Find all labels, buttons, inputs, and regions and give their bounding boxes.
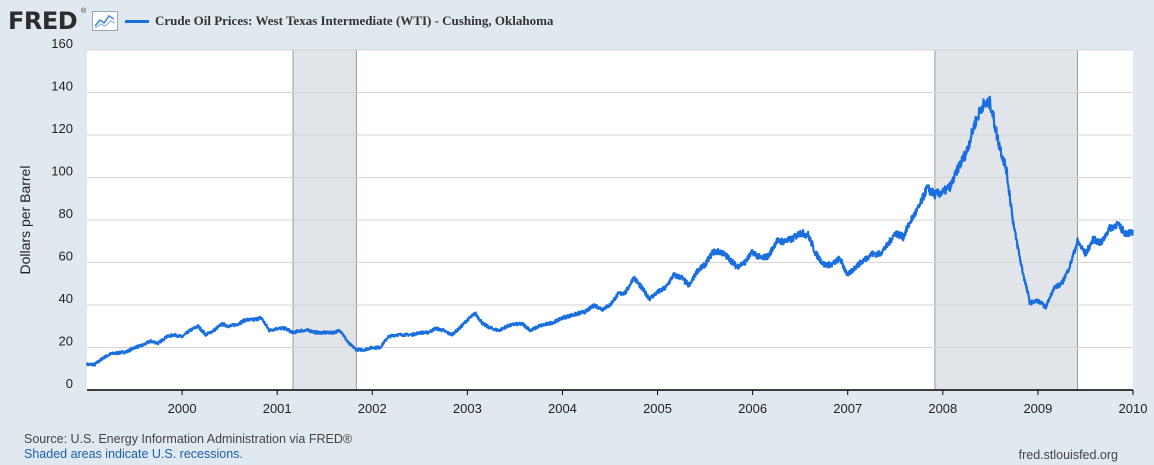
x-tick-label-2008: 2008 xyxy=(928,401,957,416)
series-line-1 xyxy=(85,95,1134,367)
graph-icon xyxy=(92,11,118,31)
axes: 0 20 40 60 80 100 120 140 160 2000 2001 2002 2003 200… xyxy=(51,36,1147,416)
series-layer xyxy=(85,95,1134,367)
y-tick-label-160: 160 xyxy=(51,36,73,51)
legend-swatch xyxy=(125,20,149,23)
fred-logo[interactable]: FRED xyxy=(8,7,78,35)
y-tick-label-0: 0 xyxy=(66,376,73,391)
y-tick-label-120: 120 xyxy=(51,121,73,136)
x-tick-label-2007: 2007 xyxy=(833,401,862,416)
y-tick-label-100: 100 xyxy=(51,164,73,179)
y-axis-label: Dollars per Barrel xyxy=(17,166,33,275)
y-tick-label-40: 40 xyxy=(59,291,73,306)
y-tick-label-60: 60 xyxy=(59,249,73,264)
x-tick-label-2009: 2009 xyxy=(1023,401,1052,416)
y-tick-label-80: 80 xyxy=(59,206,73,221)
registered-mark: ® xyxy=(81,8,87,15)
source-text: Source: U.S. Energy Information Administ… xyxy=(24,432,353,446)
x-tick-label-2002: 2002 xyxy=(358,401,387,416)
x-tick-label-2005: 2005 xyxy=(643,401,672,416)
x-tick-label-2010: 2010 xyxy=(1119,401,1148,416)
recession-note[interactable]: Shaded areas indicate U.S. recessions. xyxy=(24,447,243,461)
x-tick-label-2004: 2004 xyxy=(548,401,577,416)
site-link[interactable]: fred.stlouisfed.org xyxy=(1018,448,1118,462)
footer-source: Source: U.S. Energy Information Administ… xyxy=(24,432,352,462)
chart-header: FRED ® Crude Oil Prices: West Texas Inte… xyxy=(8,6,1148,36)
y-tick-label-140: 140 xyxy=(51,79,73,94)
legend-label: Crude Oil Prices: West Texas Intermediat… xyxy=(155,13,554,28)
x-tick-label-2000: 2000 xyxy=(168,401,197,416)
y-tick-label-20: 20 xyxy=(59,334,73,349)
x-tick-label-2006: 2006 xyxy=(738,401,767,416)
x-tick-label-2001: 2001 xyxy=(263,401,292,416)
x-tick-label-2003: 2003 xyxy=(453,401,482,416)
